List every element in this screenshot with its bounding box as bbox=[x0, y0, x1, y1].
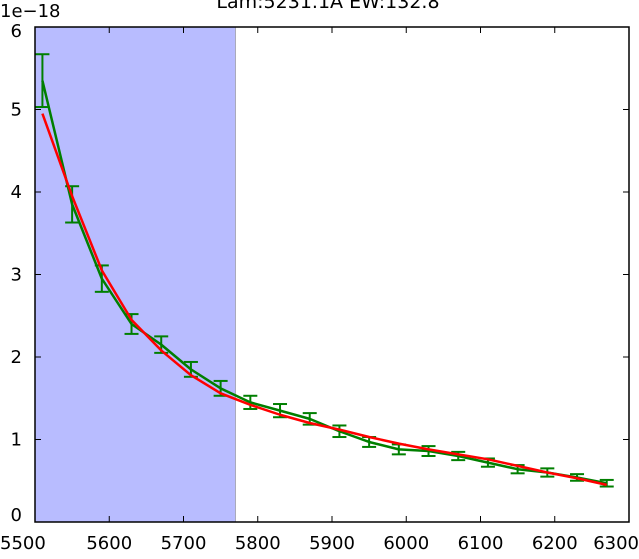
x-tick-label: 5700 bbox=[161, 533, 207, 554]
y-tick-label: 3 bbox=[11, 265, 22, 286]
x-tick-label: 6300 bbox=[593, 533, 639, 554]
x-tick-label: 5800 bbox=[235, 533, 281, 554]
series-1-line bbox=[41, 113, 607, 487]
shaded-region bbox=[34, 26, 236, 523]
x-tick-label: 6100 bbox=[458, 533, 504, 554]
y-tick-label: 4 bbox=[11, 182, 22, 203]
y-axis-offset-label: 1e−18 bbox=[0, 1, 61, 22]
x-tick-label: 5500 bbox=[0, 533, 46, 554]
x-tick-label: 6000 bbox=[383, 533, 429, 554]
y-tick-label: 2 bbox=[11, 347, 22, 368]
y-tick-label: 0 bbox=[11, 505, 22, 526]
x-tick-label: 6200 bbox=[532, 533, 578, 554]
x-tick-label: 5900 bbox=[309, 533, 355, 554]
chart-title: Lam:5231.1A EW:132.8 bbox=[216, 0, 439, 13]
y-tick-label: 1 bbox=[11, 430, 22, 451]
y-tick-label: 5 bbox=[11, 100, 22, 121]
y-tick-label: 6 bbox=[11, 21, 22, 42]
x-tick-label: 5600 bbox=[86, 533, 132, 554]
